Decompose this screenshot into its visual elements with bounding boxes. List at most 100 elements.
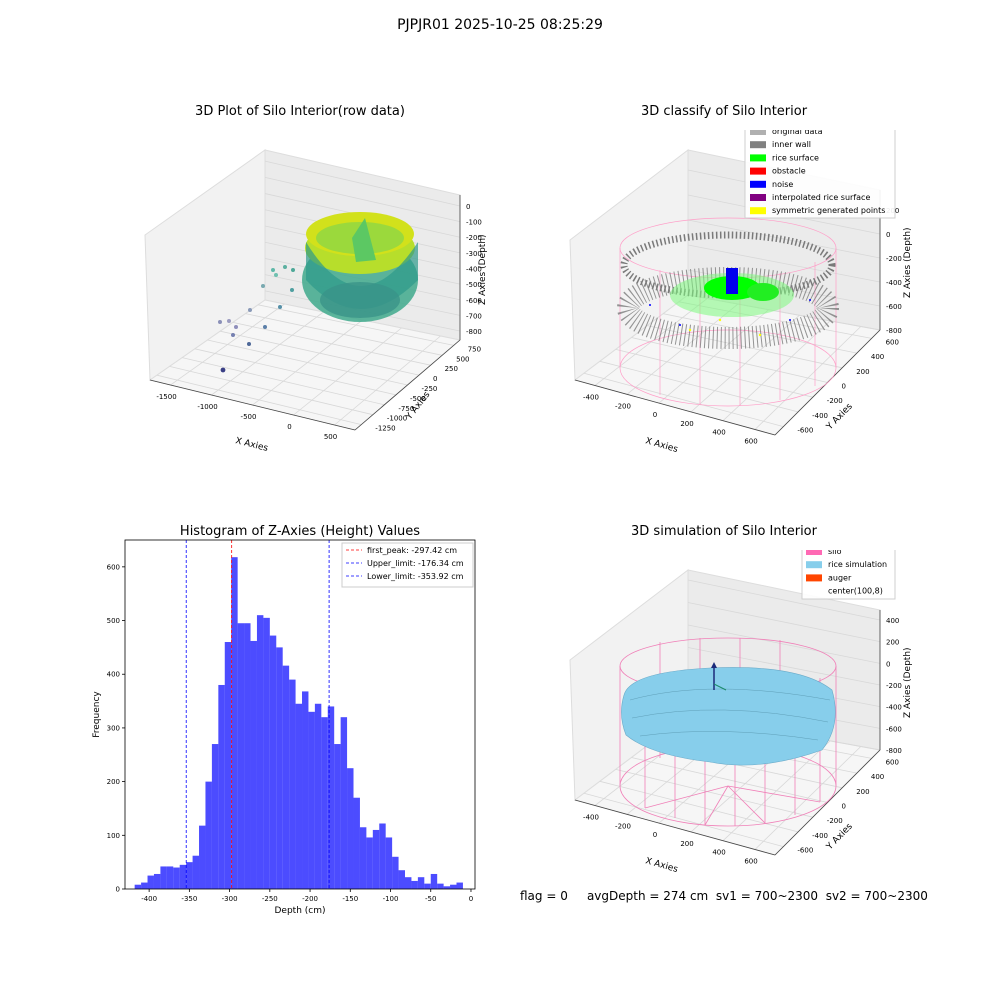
sim-y-tick: 400 [871, 773, 884, 781]
cls-y-tick: 400 [871, 353, 884, 361]
histogram-x-tick-label: -150 [342, 895, 358, 903]
histogram-title: Histogram of Z-Axies (Height) Values [179, 524, 421, 539]
histogram-legend: first_peak: -297.42 cm Upper_limit: -176.… [341, 542, 474, 588]
histogram-bar [147, 875, 154, 889]
histogram-bar [269, 635, 277, 889]
cls-x-tick: 600 [744, 438, 757, 446]
raw-y-gridline [169, 366, 373, 416]
raw-z-tick: -200 [466, 234, 482, 242]
classify-legend-swatch [750, 154, 766, 162]
raw-y-tick: 250 [445, 365, 458, 373]
histogram-bar [437, 883, 444, 889]
classify-legend-swatch [750, 207, 766, 215]
histogram-bar [302, 691, 309, 889]
cls-z-tick: 0 [886, 231, 890, 239]
histogram-bar [192, 855, 200, 889]
cls-x-tick: 200 [680, 420, 693, 428]
raw-x-tick-labels: -1500 -1000 -500 0 500 [156, 393, 337, 441]
histogram-x-tick-label: -300 [222, 895, 238, 903]
histogram-bar [231, 557, 238, 889]
raw-x-tick: -1000 [197, 403, 217, 411]
figure-title: PJPJR01 2025-10-25 08:25:29 [397, 17, 603, 33]
histogram-bar [224, 642, 232, 889]
raw-z-tick: -300 [466, 250, 482, 258]
sim-z-tick: -800 [886, 747, 902, 755]
cls-y-tick: 200 [856, 368, 869, 376]
histogram-y-tick-label: 500 [107, 617, 120, 625]
simulation-legend-swatch [806, 561, 822, 569]
raw-z-tick: -800 [466, 328, 482, 336]
raw-x-axis-label: X Axies [234, 436, 269, 454]
histogram-bar [411, 880, 418, 889]
raw-y-tick: -1000 [387, 415, 407, 423]
histogram-bar [353, 797, 360, 889]
raw-z-tick: -600 [466, 297, 482, 305]
raw-y-tick: 500 [456, 355, 469, 363]
histogram-bar [160, 866, 167, 889]
classify-plot-title: 3D classify of Silo Interior [640, 104, 808, 119]
cls-z-tick: -800 [886, 327, 902, 335]
histogram-bar [443, 886, 451, 889]
raw-x-tick: 0 [287, 423, 291, 431]
raw-y-gridline [207, 339, 408, 386]
histogram-bar [186, 862, 193, 889]
raw-y-tick: 750 [468, 345, 481, 353]
sim-z-gridline [687, 647, 881, 686]
cls-y-gridline [647, 325, 843, 369]
simulation-x-tick-labels: -400 -200 0 200 400 600 [583, 814, 758, 866]
sim-y-gridline [583, 792, 784, 847]
raw-y-gridline [258, 304, 454, 346]
histogram-bar [417, 877, 425, 889]
histogram-bar [244, 623, 251, 889]
raw-z-tick: -700 [466, 312, 482, 320]
histogram-bar [456, 882, 463, 889]
cls-y-gridline [583, 372, 784, 427]
sim-z-tick: 200 [886, 639, 899, 647]
classify-legend-swatch [750, 130, 766, 135]
cls-z-tick: -200 [886, 255, 902, 263]
raw-x-tick: -500 [241, 413, 257, 421]
histogram-x-tick-label: -50 [425, 895, 436, 903]
sim-y-tick: 600 [886, 758, 899, 766]
classify-legend-entries: original data inner wall rice surface obsta… [750, 130, 885, 215]
simulation-z-axis-label: Z Axies (Depth) [903, 647, 913, 718]
sim-y-tick: 200 [856, 788, 869, 796]
sim-y-tick: 0 [842, 803, 846, 811]
classify-x-axis-label: X Axies [644, 436, 679, 455]
histogram-bar [347, 768, 354, 889]
classify-legend-swatch [750, 194, 766, 201]
classify-legend-label: noise [772, 180, 793, 189]
cls-y-tick: 600 [886, 338, 899, 346]
histogram-legend-box [341, 542, 474, 588]
cls-z-gridline [687, 244, 881, 283]
histogram-reference-lines [185, 540, 330, 889]
raw-x-tick: -1500 [156, 393, 176, 401]
histogram-chart: -400 -350 -300 -250 -200 -150 -100 -50 0 0 100 200… [92, 539, 476, 916]
histogram-bar [289, 679, 296, 889]
raw-y-gridline [245, 313, 443, 356]
cls-y-tick: -600 [797, 427, 813, 435]
histogram-bar [237, 623, 245, 889]
raw-z-tick: -500 [466, 281, 482, 289]
status-line: flag = 0 avgDepth = 274 cm sv1 = 700~230… [520, 889, 928, 903]
raw-y-tick: 0 [433, 375, 437, 383]
histogram-bar [205, 781, 212, 889]
histogram-y-tick-label: 0 [116, 886, 120, 894]
histogram-bars [134, 557, 463, 889]
histogram-bar [366, 837, 373, 889]
histogram-bar [372, 829, 380, 889]
histogram-x-axis-label: Depth (cm) [274, 906, 325, 916]
simulation-plot-title: 3D simulation of Silo Interior [631, 524, 817, 539]
histogram-bar [398, 870, 405, 889]
histogram-x-tick-label: 0 [469, 895, 473, 903]
histogram-y-tick-label: 300 [107, 724, 120, 732]
raw-z-gridline [264, 176, 461, 223]
raw-z-gridline [264, 160, 461, 207]
histogram-legend-label: first_peak: -297.42 cm [367, 546, 457, 555]
simulation-x-axis-label: X Axies [644, 856, 679, 875]
sim-z-gridline [687, 579, 881, 621]
classify-noise-cluster [649, 268, 811, 326]
histogram-bar [430, 873, 438, 889]
